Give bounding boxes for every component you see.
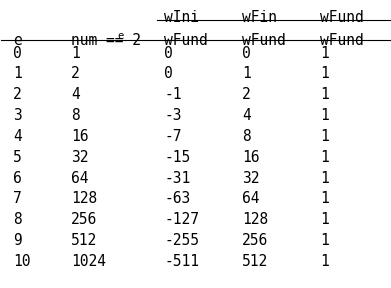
Text: 1: 1 [320, 233, 328, 248]
Text: 1: 1 [320, 150, 328, 165]
Text: 1: 1 [320, 46, 328, 60]
Text: 32: 32 [71, 150, 89, 165]
Text: -3: -3 [165, 108, 182, 123]
Text: 6: 6 [13, 170, 22, 185]
Text: 1: 1 [320, 191, 328, 206]
Text: 1024: 1024 [71, 254, 106, 269]
Text: wFund: wFund [320, 10, 364, 25]
Text: 1: 1 [320, 129, 328, 144]
Text: e: e [13, 33, 22, 48]
Text: wFund: wFund [320, 33, 364, 48]
Text: -63: -63 [165, 191, 191, 206]
Text: 9: 9 [13, 233, 22, 248]
Text: -15: -15 [165, 150, 191, 165]
Text: 2: 2 [71, 67, 80, 82]
Text: -1: -1 [165, 87, 182, 102]
Text: 2: 2 [242, 87, 251, 102]
Text: -511: -511 [165, 254, 199, 269]
Text: -127: -127 [165, 212, 199, 227]
Text: 256: 256 [71, 212, 97, 227]
Text: 16: 16 [242, 150, 260, 165]
Text: 3: 3 [13, 108, 22, 123]
Text: -255: -255 [165, 233, 199, 248]
Text: 0: 0 [242, 46, 251, 60]
Text: 1: 1 [242, 67, 251, 82]
Text: 4: 4 [71, 87, 80, 102]
Text: 8: 8 [71, 108, 80, 123]
Text: 4: 4 [13, 129, 22, 144]
Text: 10: 10 [13, 254, 30, 269]
Text: 4: 4 [242, 108, 251, 123]
Text: 0: 0 [165, 46, 173, 60]
Text: wFin: wFin [242, 10, 277, 25]
Text: 1: 1 [320, 67, 328, 82]
Text: wFund: wFund [242, 33, 286, 48]
Text: 1: 1 [320, 170, 328, 185]
Text: 1: 1 [320, 108, 328, 123]
Text: 2: 2 [13, 87, 22, 102]
Text: 64: 64 [242, 191, 260, 206]
Text: -7: -7 [165, 129, 182, 144]
Text: 1: 1 [71, 46, 80, 60]
Text: 1: 1 [13, 67, 22, 82]
Text: -31: -31 [165, 170, 191, 185]
Text: 1: 1 [320, 87, 328, 102]
Text: 256: 256 [242, 233, 268, 248]
Text: 8: 8 [242, 129, 251, 144]
Text: 1: 1 [320, 254, 328, 269]
Text: 128: 128 [71, 191, 97, 206]
Text: 0: 0 [165, 67, 173, 82]
Text: 0: 0 [13, 46, 22, 60]
Text: num == 2: num == 2 [71, 33, 141, 48]
Text: 16: 16 [71, 129, 89, 144]
Text: 128: 128 [242, 212, 268, 227]
Text: 8: 8 [13, 212, 22, 227]
Text: wFund: wFund [165, 33, 208, 48]
Text: wIni: wIni [165, 10, 199, 25]
Text: 5: 5 [13, 150, 22, 165]
Text: 512: 512 [242, 254, 268, 269]
Text: 32: 32 [242, 170, 260, 185]
Text: 512: 512 [71, 233, 97, 248]
Text: 7: 7 [13, 191, 22, 206]
Text: e: e [117, 31, 124, 41]
Text: 1: 1 [320, 212, 328, 227]
Text: 64: 64 [71, 170, 89, 185]
